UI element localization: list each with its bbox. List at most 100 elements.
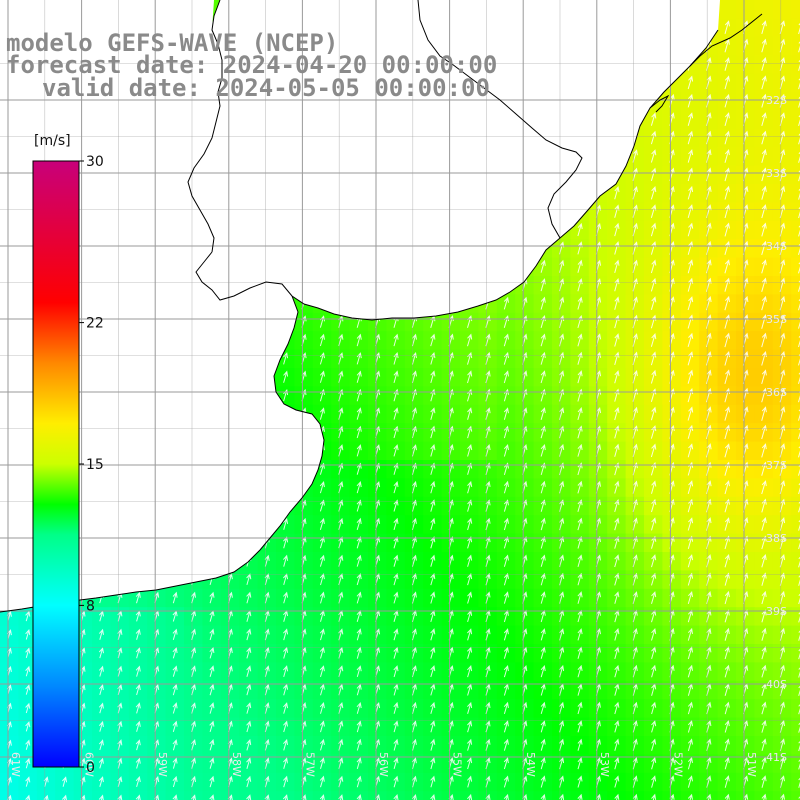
wind-arrow — [577, 628, 583, 641]
wind-arrow — [687, 167, 694, 182]
wind-arrow — [761, 738, 767, 752]
wind-arrow — [650, 204, 657, 218]
field-cell — [552, 791, 571, 800]
wind-arrow — [651, 498, 657, 513]
wind-arrow — [798, 115, 800, 127]
longitude-label: 57W — [303, 752, 316, 777]
field-cell — [533, 791, 553, 800]
wind-arrow — [687, 241, 694, 255]
wind-arrow — [62, 776, 68, 787]
wind-arrow — [467, 738, 473, 751]
wind-arrow — [651, 793, 657, 800]
wind-arrow — [761, 664, 767, 678]
wind-arrow — [503, 628, 509, 641]
longitude-label: 61W — [9, 752, 22, 777]
wind-arrow — [687, 112, 694, 126]
wind-arrow — [319, 775, 325, 788]
wind-arrow — [761, 75, 767, 90]
wind-arrow — [172, 628, 178, 641]
wind-arrow — [687, 738, 693, 752]
wind-arrow — [25, 684, 31, 695]
wind-arrow — [577, 664, 583, 678]
wind-arrow — [577, 333, 583, 347]
wind-arrow — [577, 591, 583, 604]
wind-arrow — [798, 59, 800, 71]
field-cell — [349, 791, 369, 800]
field-cell — [754, 0, 774, 19]
wind-arrow — [540, 720, 546, 733]
wind-arrow — [761, 259, 767, 274]
wind-arrow — [393, 794, 399, 800]
wind-arrow — [246, 646, 252, 659]
wind-arrow — [761, 185, 767, 200]
wind-arrow — [687, 719, 693, 733]
wind-arrow — [283, 517, 289, 530]
wind-arrow — [614, 370, 620, 384]
field-cell — [18, 791, 38, 800]
field-cell — [791, 607, 800, 627]
wind-arrow — [246, 665, 252, 677]
wind-arrow — [614, 738, 620, 751]
wind-arrow — [614, 535, 620, 549]
wind-arrow — [467, 720, 473, 733]
latitude-label: 33S — [766, 167, 787, 180]
field-cell — [791, 441, 800, 461]
wind-arrow — [393, 738, 399, 751]
wind-arrow — [135, 683, 141, 696]
wind-arrow — [283, 591, 289, 604]
wind-arrow — [117, 794, 123, 800]
wind-arrow — [724, 185, 730, 200]
longitude-label: 56W — [377, 752, 390, 777]
wind-arrow — [724, 775, 730, 788]
wind-arrow — [503, 738, 509, 751]
wind-arrow — [687, 554, 694, 568]
wind-arrow — [283, 628, 289, 641]
wind-arrow — [724, 720, 730, 733]
wind-arrow — [393, 701, 399, 714]
wind-arrow — [761, 112, 767, 127]
wind-arrow — [761, 406, 767, 421]
wind-arrow — [246, 683, 252, 696]
wind-arrow — [393, 444, 399, 457]
wind-arrow — [393, 480, 399, 494]
wind-arrow — [319, 720, 325, 733]
wind-arrow — [98, 628, 104, 640]
field-cell — [184, 791, 203, 800]
field-cell — [791, 220, 800, 240]
wind-arrow — [393, 665, 399, 678]
field-cell — [736, 0, 755, 19]
wind-arrow — [724, 517, 730, 531]
wind-arrow — [430, 591, 436, 604]
wind-arrow — [393, 572, 399, 586]
wind-arrow — [283, 370, 289, 383]
wind-arrow — [209, 757, 215, 769]
wind-arrow — [761, 719, 767, 733]
field-cell — [0, 791, 19, 800]
wind-arrow — [283, 720, 288, 733]
wind-arrow — [540, 628, 546, 641]
wind-arrow — [319, 554, 325, 567]
field-cell — [36, 791, 56, 800]
wind-arrow — [724, 38, 730, 53]
field-cell — [625, 791, 645, 800]
field-cell — [423, 791, 443, 800]
wind-arrow — [393, 517, 399, 531]
wind-arrow — [430, 683, 436, 696]
wind-arrow — [467, 591, 473, 604]
wind-arrow — [706, 793, 712, 800]
wind-arrow — [724, 75, 730, 90]
wind-arrow — [798, 482, 800, 495]
wind-arrow — [559, 793, 565, 800]
wind-arrow — [761, 572, 767, 586]
wind-arrow — [98, 702, 104, 714]
wind-arrow — [25, 757, 31, 769]
field-cell — [791, 496, 800, 516]
wind-arrow — [356, 738, 362, 751]
wind-arrow — [614, 720, 620, 733]
wind-arrow — [577, 536, 583, 549]
wind-arrow — [651, 591, 657, 604]
wind-arrow — [614, 333, 620, 347]
wind-arrow — [135, 720, 141, 732]
latitude-label: 41S — [766, 751, 787, 764]
wind-arrow — [503, 499, 509, 512]
